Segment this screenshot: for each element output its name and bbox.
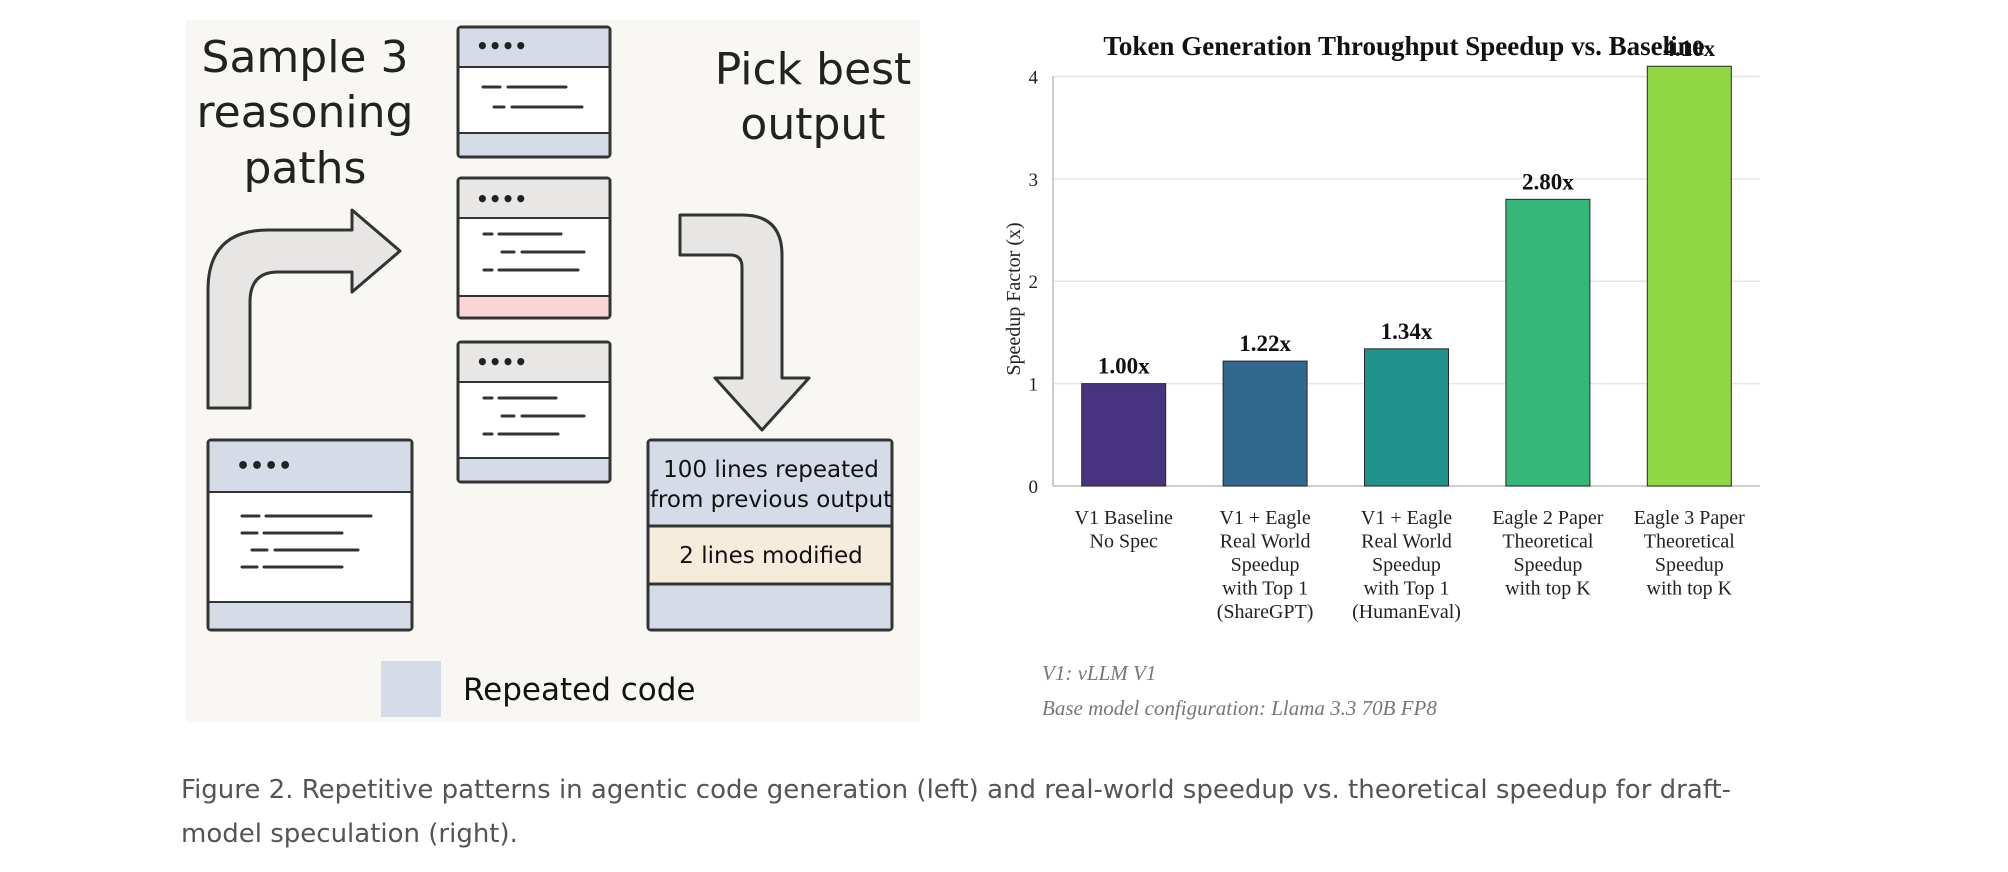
chart-title: Token Generation Throughput Speedup vs. … <box>1103 31 1704 61</box>
bars <box>1081 65 1732 487</box>
bar-value-label: 4.10x <box>1663 36 1715 61</box>
category-label-line: Real World <box>1220 531 1311 553</box>
left-diagram-panel: Sample 3 reasoning paths Pick best outpu… <box>186 20 920 722</box>
category-label-line: Speedup <box>1513 554 1582 576</box>
category-label-line: Eagle 3 Paper <box>1634 507 1745 529</box>
category-label-line: Speedup <box>1655 554 1724 576</box>
legend-swatch <box>381 661 441 717</box>
bar <box>1505 198 1591 487</box>
figure-caption: Figure 2. Repetitive patterns in agentic… <box>181 775 1732 849</box>
y-tick-labels: 0 1 2 3 4 <box>1029 67 1039 498</box>
best-output-box: 100 lines repeated from previous output … <box>646 438 894 632</box>
speedup-bar-chart: Token Generation Throughput Speedup vs. … <box>1003 31 1760 720</box>
modified-lines-text: 2 lines modified <box>679 543 862 569</box>
category-label-line: V1 + Eagle <box>1219 507 1310 529</box>
sample-paths-text: Sample 3 reasoning paths <box>197 32 414 194</box>
category-label-line: V1 Baseline <box>1075 507 1173 529</box>
y-axis-label: Speedup Factor (x) <box>1003 222 1025 375</box>
category-label-line: Theoretical <box>1644 531 1735 553</box>
previous-output-window: •••• <box>206 438 414 632</box>
sample-text-line-1: Sample 3 <box>202 32 409 83</box>
y-tick-label: 4 <box>1029 67 1039 88</box>
dots-icon: •••• <box>236 454 292 479</box>
curved-arrow-icon <box>206 208 402 410</box>
y-tick-label: 2 <box>1029 272 1039 293</box>
bar <box>1222 360 1308 487</box>
y-tick-label: 0 <box>1029 477 1039 498</box>
code-generation-diagram: Sample 3 reasoning paths Pick best outpu… <box>197 25 912 717</box>
bar-value-label: 2.80x <box>1522 169 1574 194</box>
bar <box>1081 383 1167 487</box>
bar <box>1364 348 1449 487</box>
dots-icon: •••• <box>476 187 527 211</box>
category-label-line: Real World <box>1361 531 1452 553</box>
legend: Repeated code <box>381 661 696 717</box>
sample-text-line-3: paths <box>244 143 367 194</box>
bar-value-label: 1.34x <box>1381 319 1433 344</box>
bar-value-label: 1.00x <box>1098 354 1150 379</box>
category-label-line: with Top 1 <box>1363 578 1449 600</box>
repeated-lines-text-2: from previous output <box>650 487 892 513</box>
y-tick-label: 3 <box>1029 170 1039 191</box>
category-label-line: with top K <box>1647 578 1733 600</box>
category-label-line: No Spec <box>1090 531 1158 553</box>
bar-value-labels: 1.00x 1.22x 1.34x 2.80x 4.10x <box>1098 36 1716 378</box>
reasoning-path-window-3: •••• <box>456 340 612 484</box>
dots-icon: •••• <box>476 350 527 374</box>
category-label-line: (ShareGPT) <box>1217 601 1314 623</box>
dots-icon: •••• <box>476 34 527 58</box>
pick-best-text: Pick best output <box>715 44 912 150</box>
bar <box>1646 65 1732 487</box>
pick-text-line-2: output <box>740 99 885 150</box>
note-vllm: V1: vLLM V1 <box>1042 661 1156 685</box>
bar-value-label: 1.22x <box>1239 331 1291 356</box>
category-label-line: Speedup <box>1372 554 1441 576</box>
category-label-line: Speedup <box>1231 554 1300 576</box>
reasoning-path-window-2: •••• <box>456 176 612 320</box>
legend-label: Repeated code <box>463 672 696 708</box>
y-tick-label: 1 <box>1029 375 1039 396</box>
grid-lines <box>1053 75 1760 385</box>
category-label-line: V1 + Eagle <box>1361 507 1452 529</box>
reasoning-path-window-1: •••• <box>456 25 612 159</box>
note-base-model: Base model configuration: Llama 3.3 70B … <box>1042 696 1437 720</box>
pick-text-line-1: Pick best <box>715 44 912 95</box>
sample-text-line-2: reasoning <box>197 87 414 138</box>
repeated-lines-text-1: 100 lines repeated <box>663 457 879 483</box>
category-label-line: Eagle 2 Paper <box>1492 507 1603 529</box>
category-label-line: (HumanEval) <box>1352 601 1461 623</box>
down-arrow-icon <box>678 213 811 432</box>
category-label-line: with Top 1 <box>1222 578 1308 600</box>
category-label-line: Theoretical <box>1502 531 1593 553</box>
category-label-line: with top K <box>1505 578 1591 600</box>
